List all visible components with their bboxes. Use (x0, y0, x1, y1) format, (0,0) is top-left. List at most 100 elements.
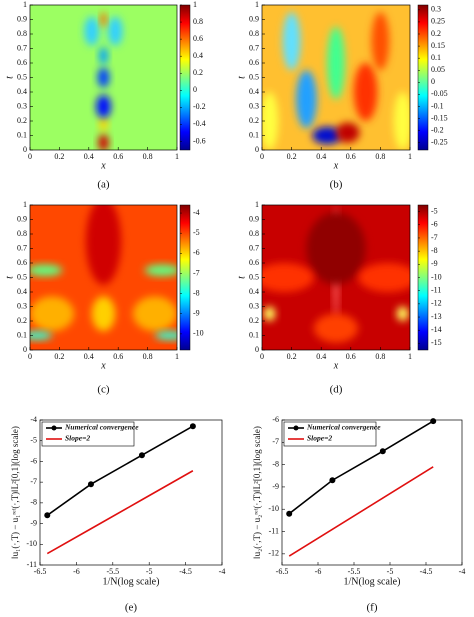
colorbar-tick-label: -5 (431, 206, 438, 215)
data-point (329, 477, 336, 484)
legend-label: Numerical convergence (64, 423, 139, 432)
colorbar-tick-label: -0.25 (431, 138, 448, 147)
colorbar-tick-label: -4 (193, 208, 200, 217)
colorbar-tick-label: -15 (431, 338, 442, 347)
y-tick-label: -5 (30, 436, 37, 445)
y-tick-label: 0.8 (249, 29, 259, 38)
y-tick-label: 0.7 (17, 43, 27, 52)
colorbar-tick-label: -0.05 (431, 89, 448, 98)
y-axis-label: t (4, 276, 15, 279)
data-point (189, 423, 196, 430)
x-tick-label: -4.5 (420, 567, 433, 576)
y-tick-label: -11 (269, 526, 279, 535)
colorbar-tick-label: 1 (193, 0, 197, 9)
x-tick-label: 0.8 (375, 152, 385, 161)
heatmap-blob (262, 92, 279, 150)
y-tick-label: 0.9 (249, 214, 259, 223)
colorbar-tick-label: -7 (193, 268, 200, 277)
y-tick-label: 0.3 (17, 301, 27, 310)
y-axis-label: ‖u₂(·,T) − u₂ʳᵉᶠ(·,T)‖L²[0,1](log scale) (252, 426, 262, 559)
x-tick-label: -6.5 (276, 567, 289, 576)
y-tick-label: 1 (255, 0, 259, 9)
y-tick-label: 0.1 (249, 130, 259, 139)
colorbar-tick-label: -9 (193, 309, 200, 318)
caption: (b) (330, 179, 343, 191)
y-tick-label: 0.8 (17, 29, 27, 38)
y-tick-label: 0.9 (17, 14, 27, 23)
colorbar-tick-label: -9 (431, 259, 438, 268)
x-tick-label: -5.5 (106, 567, 119, 576)
y-tick-label: 0.8 (249, 229, 259, 238)
y-tick-label: -8 (272, 459, 279, 468)
heatmap-field (262, 205, 410, 350)
heatmap-blob (30, 296, 75, 332)
heatmap-blob (91, 296, 116, 332)
heatmap-blob (313, 313, 359, 343)
y-tick-label: 0.9 (17, 214, 27, 223)
series-line (288, 466, 434, 557)
legend-marker (51, 425, 57, 431)
series-line (288, 420, 434, 515)
heatmap-blob (312, 126, 342, 145)
heatmap-blob (263, 306, 276, 321)
data-point (44, 512, 51, 519)
panel: -6.5 -6 -5.5 -5 -4.5 -4 -12 -11 -10 -9 -8 -7 -6 1/N(l… (252, 415, 465, 614)
data-point (286, 510, 293, 517)
y-tick-label: 0 (23, 345, 27, 354)
colorbar-tick-label: -0.2 (431, 125, 444, 134)
x-tick-label: 1 (175, 352, 179, 361)
colorbar-tick-label: 0.1 (431, 53, 441, 62)
x-tick-label: 0 (28, 152, 32, 161)
colorbar (179, 204, 191, 351)
y-tick-label: -10 (268, 504, 279, 513)
colorbar-tick-label: -10 (193, 329, 204, 338)
x-tick-label: 0.6 (113, 152, 123, 161)
legend-label: Slope=2 (65, 434, 90, 443)
data-point (430, 418, 437, 425)
data-point (87, 481, 94, 488)
heatmap-blob (262, 263, 314, 292)
legend-box (283, 421, 377, 447)
x-tick-label: 1 (408, 152, 412, 161)
heatmap-blob (107, 16, 123, 46)
y-tick-label: 0.3 (17, 101, 27, 110)
colorbar-tick-label: 0.3 (431, 5, 441, 14)
y-tick-label: -8 (30, 498, 37, 507)
y-tick-label: 0.5 (249, 272, 259, 281)
y-tick-label: -4 (30, 415, 37, 424)
heatmap-blob (393, 92, 410, 150)
colorbar-tick-label: 0.8 (193, 17, 203, 26)
y-tick-label: -6 (30, 456, 37, 465)
heatmap-blob (306, 212, 366, 285)
y-tick-label: -7 (30, 477, 37, 486)
heatmap-blob (84, 16, 100, 46)
series-line (46, 425, 194, 516)
y-tick-label: -9 (30, 518, 37, 527)
x-tick-label: 0.4 (84, 352, 94, 361)
heatmap-blob (132, 296, 177, 332)
colorbar-tick-label: -6 (193, 248, 200, 257)
x-axis-label: x (333, 360, 339, 371)
x-tick-label: -5.5 (348, 567, 361, 576)
colorbar-tick-label: -12 (431, 299, 442, 308)
colorbar-tick-label: 0.05 (431, 65, 445, 74)
heatmap-blob (358, 263, 410, 292)
x-tick-label: 0.4 (316, 352, 326, 361)
heatmap-blob (99, 116, 108, 132)
y-tick-label: 0.6 (249, 58, 259, 67)
plot-frame (39, 419, 223, 566)
colorbar-tick-label: -6 (431, 220, 438, 229)
y-tick-label: 0.5 (17, 72, 27, 81)
caption: (f) (367, 602, 378, 614)
y-tick-label: 0.6 (17, 258, 27, 267)
legend-marker (293, 425, 299, 431)
heatmap-blob (336, 122, 360, 143)
plot-frame (281, 419, 463, 566)
colorbar-tick-label: 0.2 (431, 29, 441, 38)
x-axis-label: 1/N(log scale) (103, 576, 160, 587)
x-tick-label: -6.5 (34, 567, 47, 576)
y-tick-label: 0.8 (17, 229, 27, 238)
legend-label: Slope=2 (307, 434, 332, 443)
y-tick-label: 0.3 (249, 301, 259, 310)
